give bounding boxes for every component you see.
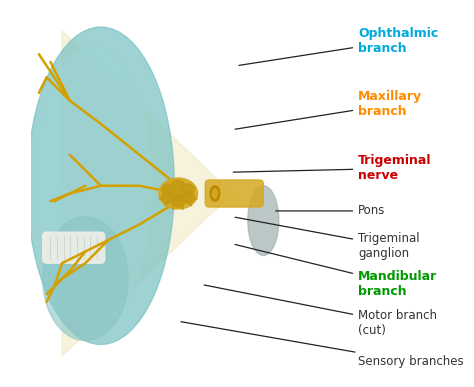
Ellipse shape xyxy=(162,192,175,203)
Ellipse shape xyxy=(27,27,174,344)
Ellipse shape xyxy=(172,195,185,207)
Ellipse shape xyxy=(43,217,128,341)
Ellipse shape xyxy=(248,186,279,255)
Ellipse shape xyxy=(172,180,185,192)
Text: Mandibular
branch: Mandibular branch xyxy=(235,245,438,298)
Polygon shape xyxy=(62,31,232,356)
Ellipse shape xyxy=(35,46,151,325)
Ellipse shape xyxy=(181,184,195,195)
FancyBboxPatch shape xyxy=(205,180,264,207)
FancyBboxPatch shape xyxy=(43,232,105,263)
Text: Pons: Pons xyxy=(276,204,385,217)
Text: Motor branch
(cut): Motor branch (cut) xyxy=(204,285,437,337)
Ellipse shape xyxy=(213,188,217,198)
Ellipse shape xyxy=(181,192,195,203)
Text: Trigeminal
ganglion: Trigeminal ganglion xyxy=(235,217,420,260)
Ellipse shape xyxy=(159,178,198,209)
Ellipse shape xyxy=(210,186,220,201)
Text: Maxillary
branch: Maxillary branch xyxy=(235,91,422,129)
Ellipse shape xyxy=(162,184,175,195)
Text: Sensory branches: Sensory branches xyxy=(181,322,464,368)
Text: Trigeminal
nerve: Trigeminal nerve xyxy=(233,154,432,182)
Text: Ophthalmic
branch: Ophthalmic branch xyxy=(239,27,438,65)
Ellipse shape xyxy=(39,182,70,221)
